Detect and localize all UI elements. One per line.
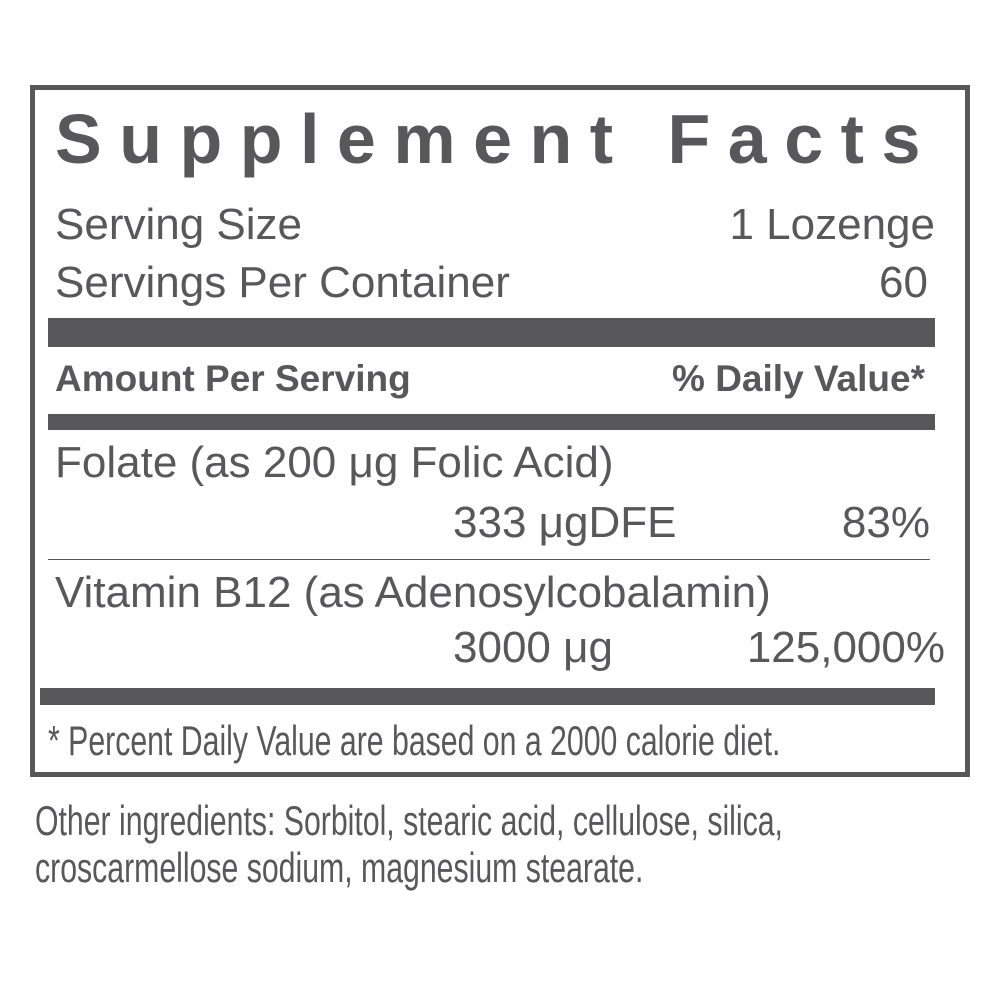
other-ingredients-line-1: Other ingredients: Sorbitol, stearic aci… <box>35 797 783 844</box>
serving-size-value: 1 Lozenge <box>729 200 935 249</box>
thin-divider <box>48 559 930 560</box>
nutrient-amount: 333 μgDFE <box>453 498 677 547</box>
nutrient-amount: 3000 μg <box>453 623 613 672</box>
medium-divider <box>48 414 935 430</box>
daily-value-header: % Daily Value* <box>672 358 925 399</box>
other-ingredients-line-2: croscarmellose sodium, magnesium stearat… <box>35 844 644 891</box>
amount-per-serving-header: Amount Per Serving <box>55 358 411 399</box>
nutrient-dv: 125,000% <box>746 623 945 672</box>
servings-per-container-value: 60 <box>879 258 928 307</box>
bottom-divider <box>40 688 935 705</box>
servings-per-container-label: Servings Per Container <box>55 258 510 307</box>
supplement-facts-panel <box>30 85 970 777</box>
serving-size-label: Serving Size <box>55 200 303 249</box>
panel-title: Supplement Facts <box>55 100 938 178</box>
footnote: * Percent Daily Value are based on a 200… <box>48 717 781 764</box>
nutrient-name: Folate (as 200 μg Folic Acid) <box>55 438 614 487</box>
nutrient-name: Vitamin B12 (as Adenosylcobalamin) <box>55 568 771 617</box>
nutrient-dv: 83% <box>841 498 930 547</box>
thick-divider <box>48 318 935 347</box>
